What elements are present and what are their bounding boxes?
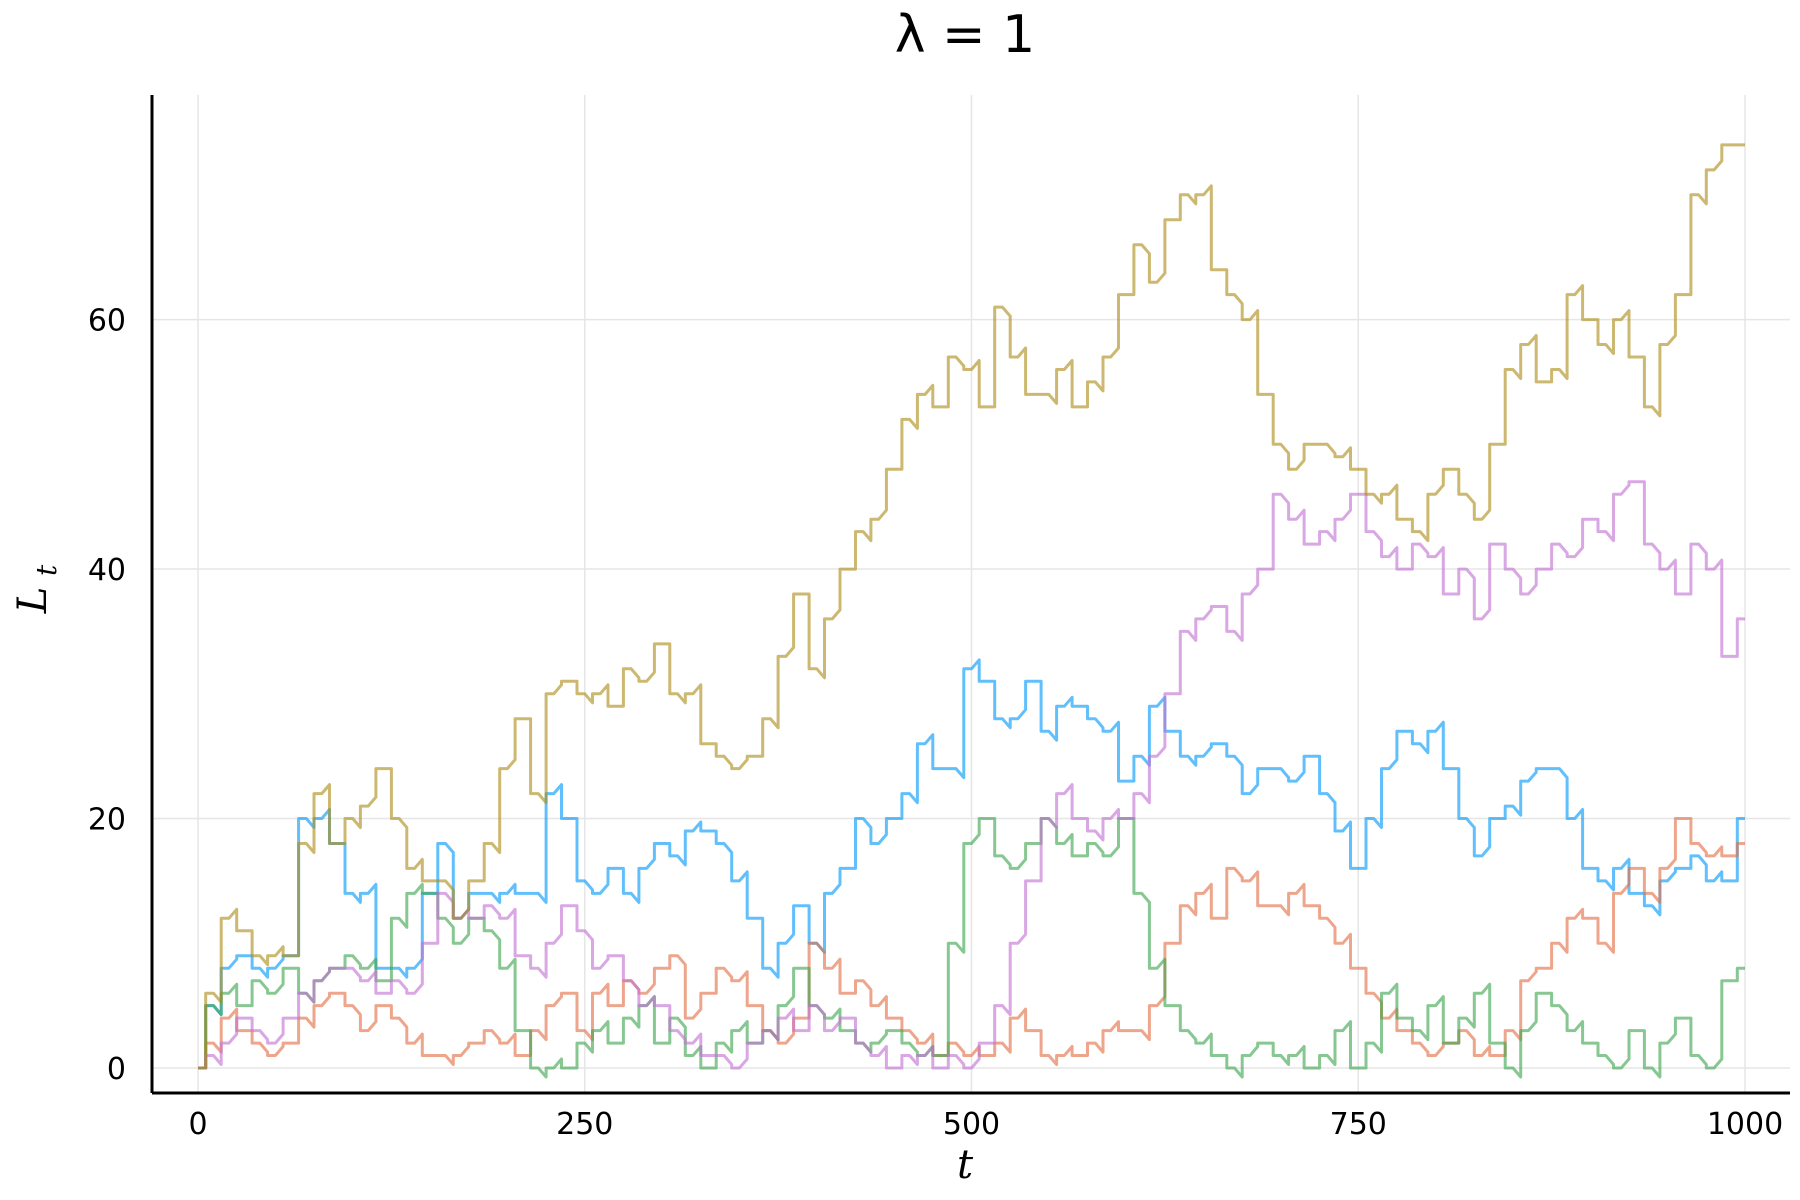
y-axis-label-subscript: t [30, 564, 63, 576]
x-tick-label: 1000 [1707, 1107, 1783, 1142]
chart-title: λ = 1 [895, 5, 1036, 65]
series-lines [198, 143, 1745, 1079]
x-tick-label: 250 [556, 1107, 613, 1142]
y-tick-label: 40 [88, 553, 126, 588]
y-axis-label-group: L t [10, 564, 63, 614]
y-tick-label: 20 [88, 803, 126, 838]
series-line-2 [198, 817, 1745, 1070]
axes [150, 95, 1790, 1095]
y-tick-label: 60 [88, 304, 126, 339]
x-tick-label: 0 [188, 1107, 207, 1142]
y-axis-label: L [10, 587, 56, 615]
y-tick-label: 0 [107, 1052, 126, 1087]
x-axis-label: t [957, 1142, 974, 1188]
x-tick-label: 750 [1330, 1107, 1387, 1142]
grid-lines [152, 95, 1790, 1093]
series-line-5 [198, 143, 1745, 1070]
x-tick-label: 500 [943, 1107, 1000, 1142]
tick-labels: 0 250 500 750 1000 0 20 40 60 [88, 304, 1783, 1142]
series-line-3 [198, 817, 1745, 1079]
